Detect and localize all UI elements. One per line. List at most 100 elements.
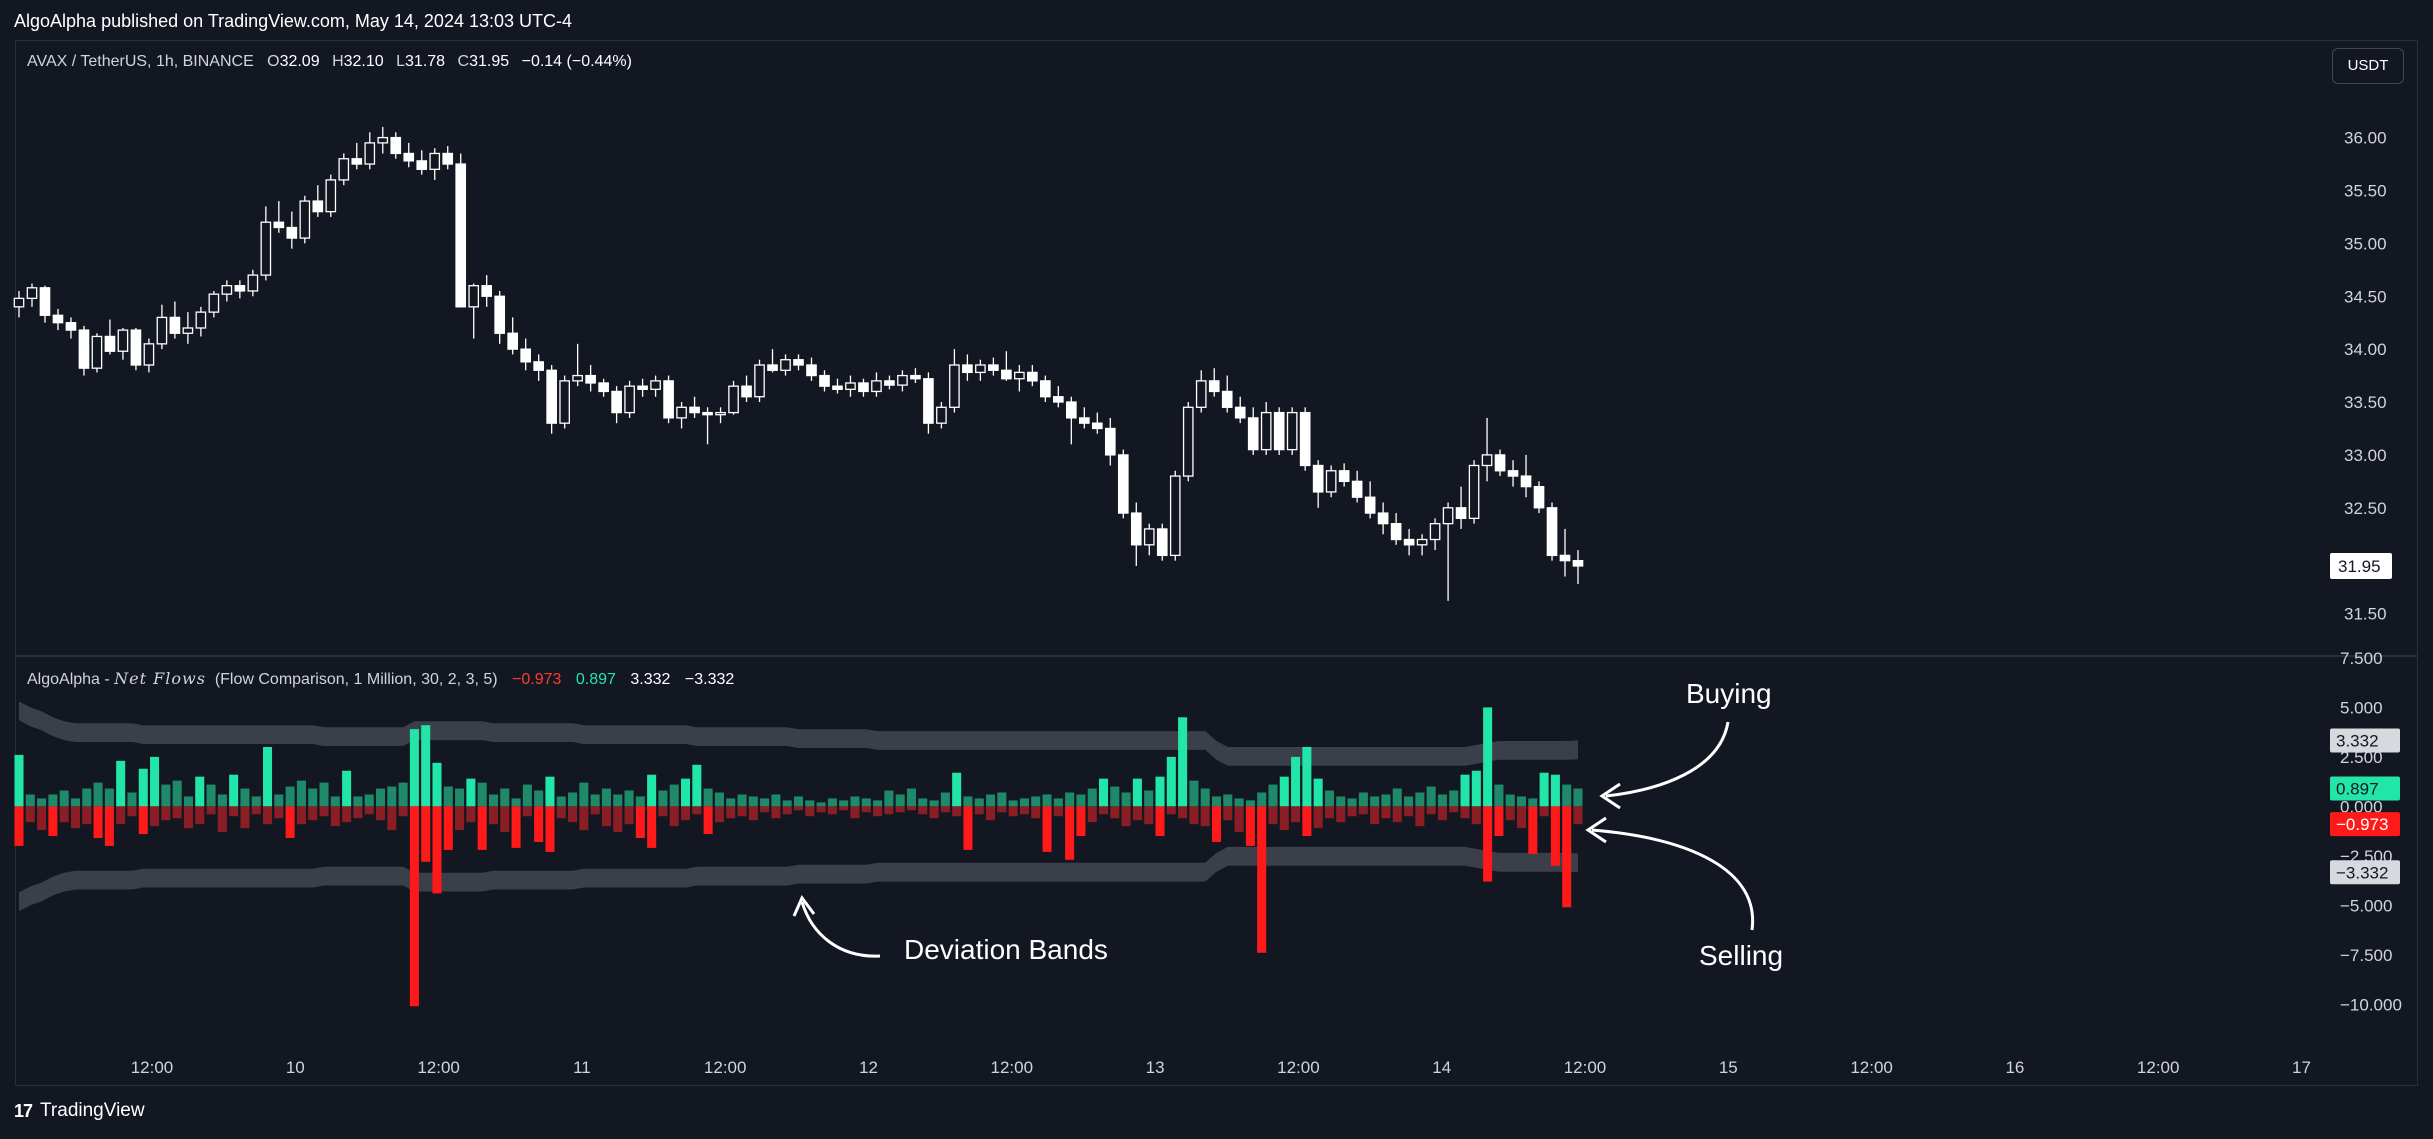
candle-body [1325,470,1337,493]
buy-bar [556,796,566,807]
time-tick-label: 14 [1432,1058,1451,1077]
candle-body [286,226,298,239]
buy-bar [1562,784,1572,807]
candle-body [1455,507,1467,520]
flow-axis[interactable]: 7.5005.0002.5000.000−2.500−5.000−7.500−1… [2330,649,2402,1014]
buy-bar [545,776,555,807]
price-axis[interactable]: 36.00 35.50 35.00 34.50 34.00 33.50 33.00 32.50… [2330,129,2392,624]
buy-bar [229,774,239,807]
candle-body [1520,475,1532,488]
sell-bar [1065,806,1075,860]
sell-bar [1494,806,1504,837]
buy-bar [432,762,442,807]
buy-bar [635,796,645,807]
candle-body [1053,396,1064,403]
buy-bar [466,778,476,807]
flow-tick-label: −5.000 [2340,896,2392,915]
buy-bar [963,796,973,807]
sell-bar [1155,806,1165,837]
buy-bar [884,790,894,807]
sell-bar [251,806,261,815]
sell-bar [1370,806,1380,825]
candle-body [559,380,570,424]
tradingview-footer[interactable]: 17 TradingView [14,1100,145,1122]
sell-bar [150,806,160,827]
candle-body [1040,380,1051,398]
sell-bar [1110,806,1120,819]
buy-bar [1460,774,1470,807]
sell-bar [1516,806,1527,829]
buy-bar [952,772,962,807]
indicator-author: AlgoAlpha - [27,671,115,688]
sell-bar [1404,806,1414,817]
buy-bar [409,729,419,807]
buy-bar [1291,756,1301,807]
sell-bar [1234,806,1244,833]
candle-body [182,327,194,334]
sell-bar [974,806,984,815]
sell-bar [308,806,318,821]
buy-bar [703,788,713,807]
time-tick-label: 12:00 [1277,1058,1320,1077]
candle-body [676,406,687,419]
sell-bar [952,806,962,817]
candle-body [741,385,752,398]
sell-bar [421,806,431,862]
candle-body [234,285,246,292]
open-key: O [267,53,280,70]
sell-bar [25,806,35,823]
price-tick-label: 33.00 [2344,446,2387,465]
upper-band-badge [2330,728,2400,753]
buy-bar [93,782,103,807]
open-value: 32.09 [279,53,320,70]
candle-body [611,390,622,414]
candle-body [702,411,713,416]
publish-header: AlgoAlpha published on TradingView.com, … [0,0,2433,40]
sell-bar [760,806,770,813]
sell-bar [545,806,555,852]
sell-bar [601,806,611,827]
sell-bar [93,806,103,839]
candle-body [260,221,272,276]
candle-body [520,348,532,363]
sell-bar [1437,806,1447,821]
symbol-legend[interactable]: AVAX / TetherUS, 1h, BINANCE O32.09 H32.… [27,53,632,71]
candle-body [364,142,376,165]
candle-body [637,385,648,390]
indicator-legend[interactable]: AlgoAlpha - Net Flows (Flow Comparison, … [27,669,734,689]
candle-body [871,380,882,393]
buy-bar [748,796,758,807]
net-flow-bars [14,707,1583,1007]
currency-button[interactable]: USDT [2332,48,2404,84]
legend-selling-value: −0.973 [512,671,562,688]
sell-bar [319,806,329,817]
time-axis[interactable]: 12:00 10 12:00 11 12:00 12 12:00 13 12:00 14 12:00… [131,1058,2311,1077]
candle-body [221,285,233,295]
buy-bar [1110,786,1120,807]
candle-body [377,136,389,144]
buy-bar [624,790,634,807]
candle-body [1001,369,1012,380]
sell-bar [1099,806,1109,815]
sell-bar [579,806,589,831]
buy-bar [319,782,329,807]
buy-bar [1528,798,1538,807]
buy-bar [850,796,860,807]
candle-body [1364,496,1376,514]
sell-bar [929,806,939,819]
sell-bar [387,806,397,831]
sell-bar [466,806,476,823]
sell-bar [1347,806,1357,817]
buy-bar [183,796,193,807]
price-tick-label: 32.50 [2344,499,2387,518]
candle-body [1572,560,1584,567]
sell-bar [14,806,24,846]
buy-bar [1132,778,1142,807]
sell-bar [116,806,126,825]
buy-bar [940,792,950,807]
sell-bar [1031,806,1041,819]
candle-body [533,361,544,371]
candle-body [1338,470,1350,482]
buy-bar [1178,717,1188,807]
